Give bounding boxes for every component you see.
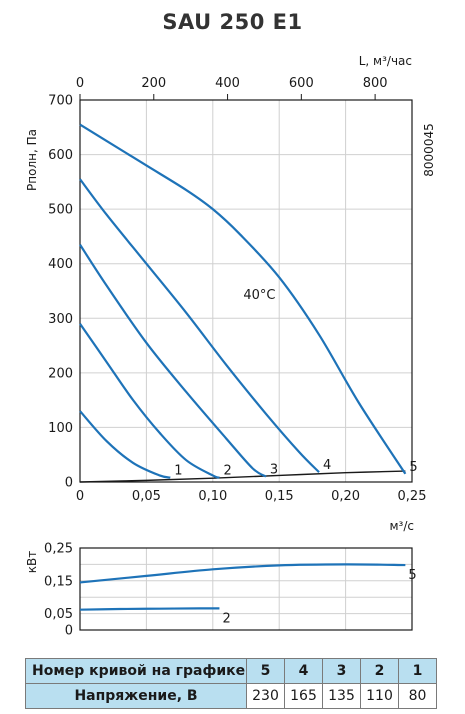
power-curve-label-5: 5: [408, 568, 416, 583]
curve-label-2: 2: [223, 464, 231, 479]
curve-number-cell: 1: [398, 658, 437, 684]
top-axis-tick-label: 200: [141, 76, 166, 91]
pressure-chart: 0 0,05 0,10 0,15 0,20 0,25 0 100 200 300 400 500 600…: [25, 54, 436, 533]
chart-title: SAU 250 E1: [162, 10, 303, 34]
plot-frame: [79, 99, 413, 483]
curve-label-1: 1: [174, 464, 182, 479]
top-axis-tick-label: 400: [215, 76, 240, 91]
y-tick-label: 600: [48, 148, 73, 163]
x-tick-label: 0,05: [132, 489, 161, 504]
power-curve-label-2: 2: [222, 611, 230, 626]
voltage-cell: 80: [398, 683, 437, 709]
curve-number-cell: 5: [246, 658, 285, 684]
y-axis-label: Pполн, Па: [25, 129, 39, 191]
curve-number-header: Номер кривой на графике: [25, 658, 247, 684]
voltage-cell: 230: [246, 683, 285, 709]
y-tick-label: 500: [48, 203, 73, 218]
curve-label-5: 5: [409, 460, 417, 475]
temperature-annotation: 40°C: [243, 288, 275, 303]
power-plot-frame: [79, 547, 413, 631]
top-axis-tick-label: 0: [76, 76, 84, 91]
x-tick-label: 0,10: [198, 489, 227, 504]
curve-label-4: 4: [323, 458, 331, 473]
curve-label-3: 3: [270, 463, 278, 478]
power-y-tick-label: 0,15: [44, 574, 73, 589]
power-y-tick-label: 0,05: [44, 607, 73, 622]
power-curve-2: [79, 607, 220, 611]
power-curve-5: [79, 563, 406, 584]
power-y-axis-label: кВт: [25, 551, 39, 573]
voltage-cell: 165: [284, 683, 323, 709]
voltage-row: Напряжение, В 230 165 135 110 80: [25, 683, 437, 709]
voltage-cell: 135: [322, 683, 361, 709]
curve-number-cell: 4: [284, 658, 323, 684]
pressure-curve-5: [79, 123, 407, 475]
x-tick-label: 0,20: [331, 489, 360, 504]
curve-number-cell: 2: [360, 658, 399, 684]
x-tick-label: 0: [76, 489, 84, 504]
system-curve: [79, 470, 406, 483]
power-chart: 0 0,05 0,15 0,25 кВт 5 2: [25, 542, 417, 639]
y-tick-label: 200: [48, 366, 73, 381]
pressure-curve-3: [79, 244, 267, 478]
voltage-table: Номер кривой на графике 5 4 3 2 1 Напряж…: [25, 658, 437, 709]
pressure-curve-4: [79, 178, 320, 473]
x-tick-label: 0,25: [398, 489, 427, 504]
curve-number-cell: 3: [322, 658, 361, 684]
x-tick-label: 0,15: [265, 489, 294, 504]
side-code-label: 8000045: [422, 123, 436, 176]
y-tick-label: 400: [48, 257, 73, 272]
power-y-tick-label: 0,25: [44, 542, 73, 557]
voltage-header: Напряжение, В: [25, 683, 247, 709]
y-tick-label: 0: [65, 476, 73, 491]
x-axis-label: м³/с: [389, 519, 414, 533]
top-axis-tick-label: 600: [289, 76, 314, 91]
y-tick-label: 300: [48, 312, 73, 327]
curve-number-row: Номер кривой на графике 5 4 3 2 1: [25, 658, 437, 684]
top-axis-tick-label: 800: [363, 76, 388, 91]
pressure-curve-2: [79, 323, 220, 479]
charts-area: 0 0,05 0,10 0,15 0,20 0,250100200300400500600…: [25, 54, 436, 639]
pressure-curve-1: [79, 410, 171, 479]
top-axis-label: L, м³/час: [359, 54, 412, 68]
y-tick-label: 700: [48, 94, 73, 109]
power-y-tick-label: 0: [65, 624, 73, 639]
voltage-cell: 110: [360, 683, 399, 709]
y-tick-label: 100: [48, 421, 73, 436]
